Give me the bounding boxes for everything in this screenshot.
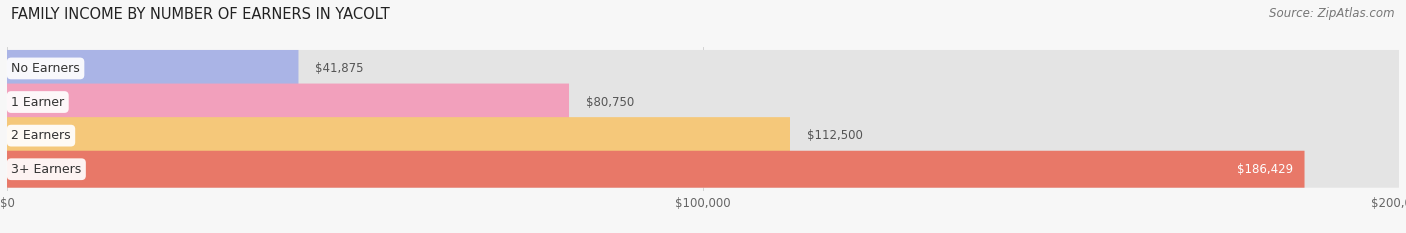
Text: $41,875: $41,875 — [315, 62, 364, 75]
Text: $186,429: $186,429 — [1237, 163, 1294, 176]
FancyBboxPatch shape — [7, 50, 1399, 87]
Text: No Earners: No Earners — [11, 62, 80, 75]
Text: $80,750: $80,750 — [586, 96, 634, 109]
FancyBboxPatch shape — [7, 151, 1399, 188]
FancyBboxPatch shape — [7, 117, 790, 154]
Text: $112,500: $112,500 — [807, 129, 862, 142]
Text: 2 Earners: 2 Earners — [11, 129, 70, 142]
FancyBboxPatch shape — [7, 84, 1399, 120]
Text: Source: ZipAtlas.com: Source: ZipAtlas.com — [1270, 7, 1395, 20]
Text: 3+ Earners: 3+ Earners — [11, 163, 82, 176]
FancyBboxPatch shape — [7, 151, 1305, 188]
FancyBboxPatch shape — [7, 50, 298, 87]
Text: 1 Earner: 1 Earner — [11, 96, 65, 109]
FancyBboxPatch shape — [7, 84, 569, 120]
Text: FAMILY INCOME BY NUMBER OF EARNERS IN YACOLT: FAMILY INCOME BY NUMBER OF EARNERS IN YA… — [11, 7, 389, 22]
FancyBboxPatch shape — [7, 117, 1399, 154]
